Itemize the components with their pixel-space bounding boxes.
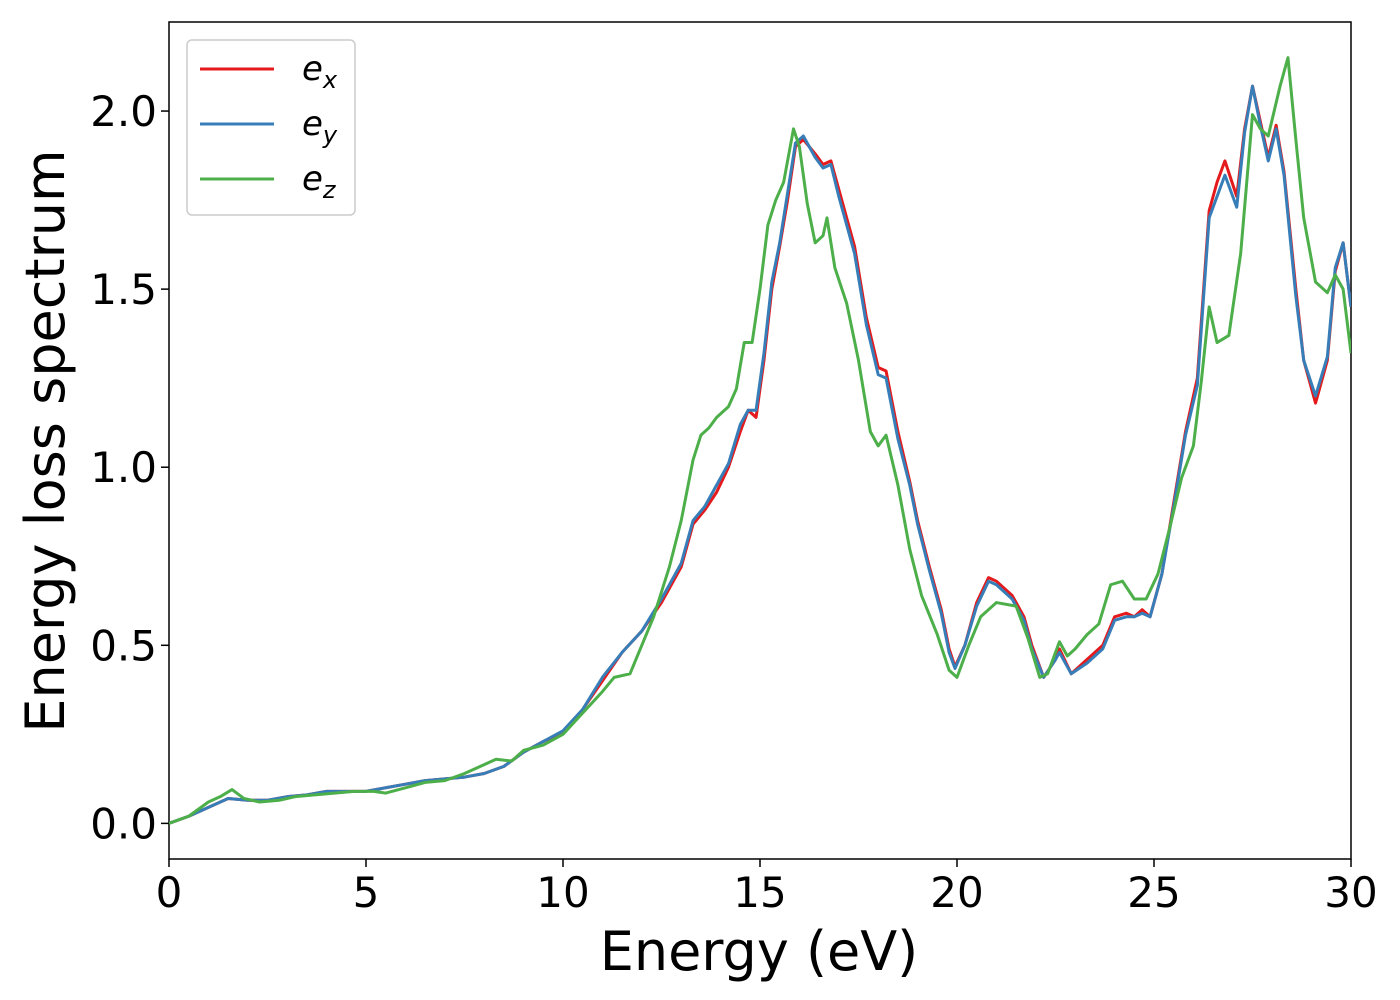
series-layer (169, 56, 1351, 825)
legend-label-x: ex (302, 49, 338, 94)
x-tick-label: 10 (536, 868, 589, 917)
x-tick-label: 20 (930, 868, 983, 917)
x-tick-label: 15 (733, 868, 786, 917)
legend-label-z: ez (302, 159, 337, 204)
y-tick-label: 1.5 (90, 265, 157, 314)
ticks-layer: 0 5 10 15 20 25 30 0.0 0.5 1.0 1.5 2.0 (90, 87, 1378, 917)
x-tick-label: 0 (156, 868, 183, 917)
legend: ex ey ez (186, 39, 356, 216)
y-tick-label: 2.0 (90, 87, 157, 136)
x-tick-label: 5 (353, 868, 380, 917)
legend-label-y: ey (302, 104, 338, 149)
y-tick-label: 0.5 (90, 621, 157, 670)
y-tick-label: 0.0 (90, 799, 157, 848)
x-axis-label: Energy (eV) (600, 920, 919, 983)
series-line-z (169, 56, 1351, 825)
series-line-y (169, 84, 1351, 825)
y-tick-label: 1.0 (90, 443, 157, 492)
x-tick-label: 25 (1127, 868, 1180, 917)
y-axis-label: Energy loss spectrum (14, 149, 77, 732)
x-tick-label: 30 (1324, 868, 1377, 917)
legend-box (186, 39, 356, 216)
